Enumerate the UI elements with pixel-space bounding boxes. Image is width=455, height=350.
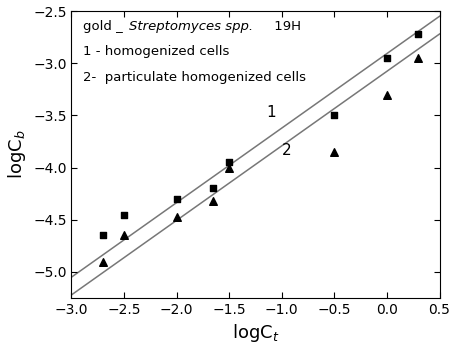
Point [172, 196, 180, 202]
Point [99, 233, 106, 238]
Point [120, 212, 127, 217]
Point [225, 165, 233, 170]
Point [383, 92, 390, 97]
Text: gold _: gold _ [82, 20, 126, 33]
Text: 1: 1 [266, 105, 275, 120]
Text: 2-  particulate homogenized cells: 2- particulate homogenized cells [82, 71, 305, 84]
Text: 2: 2 [282, 143, 291, 158]
Point [414, 55, 421, 61]
Text: 1 - homogenized cells: 1 - homogenized cells [82, 46, 228, 58]
Point [209, 198, 217, 204]
Point [209, 186, 217, 191]
Text: Streptomyces spp.: Streptomyces spp. [128, 20, 252, 33]
X-axis label: logC$_t$: logC$_t$ [231, 322, 278, 344]
Point [383, 55, 390, 61]
Point [225, 160, 233, 165]
Point [120, 233, 127, 238]
Y-axis label: logC$_b$: logC$_b$ [5, 130, 27, 179]
Point [330, 113, 337, 118]
Point [172, 214, 180, 219]
Point [414, 31, 421, 37]
Text: 19H: 19H [270, 20, 301, 33]
Point [99, 259, 106, 264]
Point [330, 149, 337, 155]
